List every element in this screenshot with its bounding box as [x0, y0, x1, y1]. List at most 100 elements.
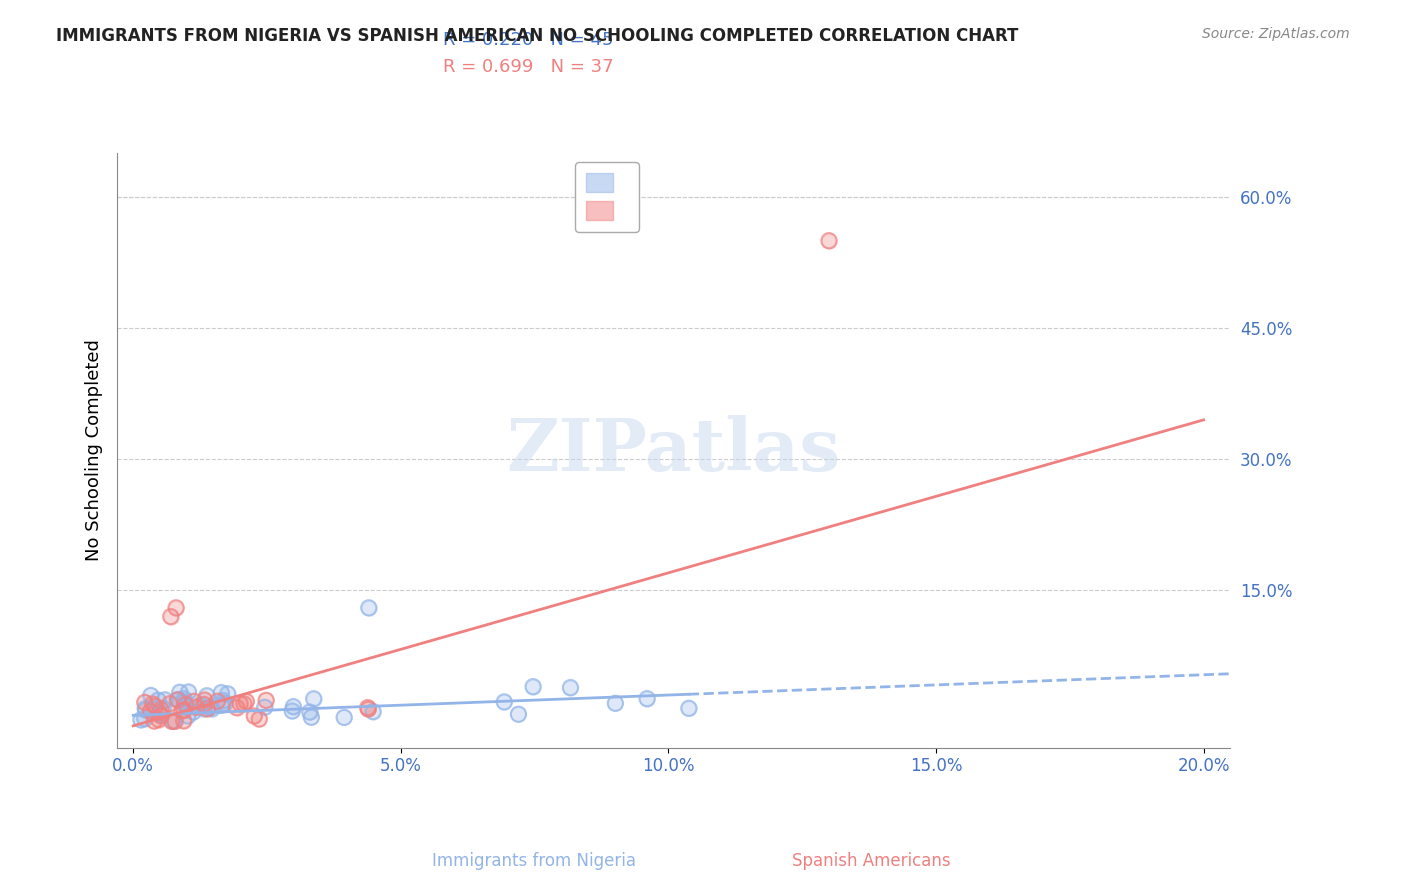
Text: Source: ZipAtlas.com: Source: ZipAtlas.com [1202, 27, 1350, 41]
Point [134, 712, 156, 726]
Point [173, 695, 195, 709]
Point [174, 698, 197, 712]
Point [165, 714, 187, 729]
Point [678, 701, 700, 715]
Point [129, 713, 152, 727]
Point [183, 694, 205, 708]
Point [198, 700, 221, 714]
Point [283, 699, 305, 714]
Point [361, 705, 384, 719]
Point [173, 691, 195, 706]
Point [195, 689, 218, 703]
Point [153, 692, 176, 706]
Point [169, 685, 191, 699]
Point [135, 703, 157, 717]
Point [135, 703, 157, 717]
Point [173, 695, 195, 709]
Point [193, 693, 215, 707]
Text: R = 0.220   N = 45: R = 0.220 N = 45 [443, 31, 613, 49]
Point [139, 704, 162, 718]
Point [143, 699, 166, 714]
Point [184, 700, 207, 714]
Text: Spanish Americans: Spanish Americans [793, 852, 950, 870]
Point [357, 600, 380, 615]
Point [149, 702, 172, 716]
Point [173, 714, 195, 728]
Point [243, 709, 266, 723]
Point [159, 609, 181, 624]
Legend: , : , [575, 162, 638, 232]
Point [217, 687, 239, 701]
Point [522, 680, 544, 694]
Point [134, 701, 156, 715]
Point [193, 698, 215, 712]
Point [142, 697, 165, 711]
Point [170, 704, 193, 718]
Point [177, 685, 200, 699]
Point [193, 702, 215, 716]
Point [139, 689, 162, 703]
Point [173, 714, 195, 728]
Point [159, 697, 181, 711]
Point [142, 697, 165, 711]
Point [129, 713, 152, 727]
Point [174, 700, 197, 714]
Point [148, 713, 170, 727]
Point [167, 692, 190, 706]
Point [160, 714, 183, 729]
Point [190, 698, 212, 713]
Point [162, 714, 184, 729]
Point [184, 700, 207, 714]
Point [201, 702, 224, 716]
Point [212, 693, 235, 707]
Point [254, 693, 277, 707]
Point [134, 695, 156, 709]
Point [197, 702, 219, 716]
Point [193, 702, 215, 716]
Point [281, 704, 304, 718]
Point [162, 714, 184, 729]
Point [225, 700, 247, 714]
Text: IMMIGRANTS FROM NIGERIA VS SPANISH AMERICAN NO SCHOOLING COMPLETED CORRELATION C: IMMIGRANTS FROM NIGERIA VS SPANISH AMERI… [56, 27, 1018, 45]
Point [166, 693, 188, 707]
Point [508, 707, 530, 722]
Point [508, 707, 530, 722]
Point [232, 697, 254, 711]
Point [678, 701, 700, 715]
Point [212, 693, 235, 707]
Point [183, 694, 205, 708]
Point [143, 714, 166, 728]
Point [357, 700, 380, 714]
Point [165, 714, 187, 729]
Point [201, 702, 224, 716]
Point [494, 695, 516, 709]
Point [522, 680, 544, 694]
Point [299, 710, 322, 724]
Point [357, 700, 380, 714]
Point [173, 691, 195, 706]
Point [247, 712, 270, 726]
Point [165, 600, 187, 615]
Point [605, 696, 627, 710]
Point [281, 704, 304, 718]
Point [139, 704, 162, 718]
Point [207, 694, 229, 708]
Point [173, 703, 195, 717]
Point [148, 707, 170, 722]
Point [143, 699, 166, 714]
Point [357, 702, 380, 716]
Point [160, 714, 183, 729]
Point [209, 698, 232, 713]
Point [174, 698, 197, 712]
Point [149, 708, 172, 723]
Point [146, 693, 169, 707]
Point [243, 709, 266, 723]
Point [298, 705, 321, 719]
Point [166, 693, 188, 707]
Y-axis label: No Schooling Completed: No Schooling Completed [86, 340, 103, 561]
Point [232, 697, 254, 711]
Point [214, 696, 236, 710]
Point [134, 712, 156, 726]
Point [253, 700, 276, 714]
Point [159, 609, 181, 624]
